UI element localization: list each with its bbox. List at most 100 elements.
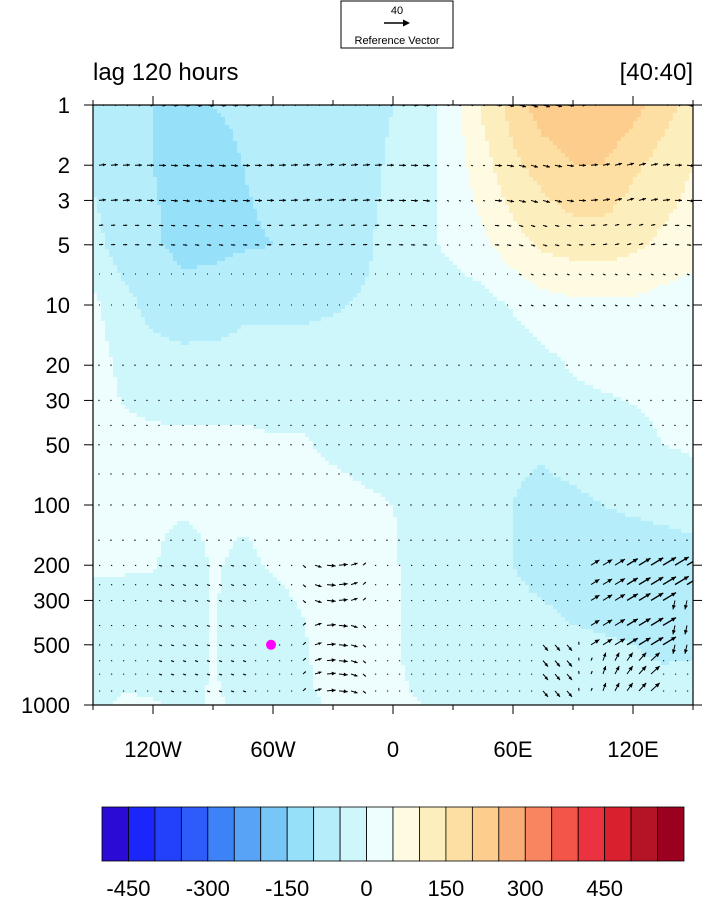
field-cell [533, 173, 538, 178]
field-cell [473, 113, 478, 118]
field-cell [365, 109, 370, 114]
field-cell [669, 121, 674, 126]
field-cell [609, 137, 614, 142]
field-cell [477, 217, 482, 222]
field-cell [149, 137, 154, 142]
field-cell [165, 153, 170, 158]
field-cell [385, 145, 390, 150]
field-cell [149, 205, 154, 210]
field-cell [309, 141, 314, 146]
field-cell [649, 117, 654, 122]
field-cell [321, 105, 326, 110]
field-cell [297, 225, 302, 230]
field-cell [413, 177, 418, 182]
field-cell [305, 169, 310, 174]
field-cell [277, 169, 282, 174]
field-cell [297, 145, 302, 150]
field-cell [345, 109, 350, 114]
field-cell [253, 137, 258, 142]
field-cell [505, 117, 510, 122]
field-cell [369, 133, 374, 138]
field-cell [293, 201, 298, 206]
field-cell [333, 141, 338, 146]
field-cell [645, 193, 650, 198]
field-cell [217, 189, 222, 194]
field-cell [125, 129, 130, 134]
field-cell [529, 173, 534, 178]
field-cell [405, 141, 410, 146]
field-cell [257, 185, 262, 190]
field-cell [637, 181, 642, 186]
field-cell [477, 109, 482, 114]
field-cell [201, 193, 206, 198]
field-cell [457, 129, 462, 134]
field-cell [525, 161, 530, 166]
field-cell [617, 225, 622, 230]
field-cell [169, 121, 174, 126]
field-cell [377, 129, 382, 134]
field-cell [425, 205, 430, 210]
field-cell [617, 217, 622, 222]
field-cell [361, 201, 366, 206]
field-cell [625, 209, 630, 214]
field-cell [229, 129, 234, 134]
field-cell [245, 141, 250, 146]
field-cell [97, 157, 102, 162]
field-cell [417, 109, 422, 114]
field-cell [197, 141, 202, 146]
field-cell [425, 169, 430, 174]
field-cell [525, 189, 530, 194]
field-cell [273, 153, 278, 158]
field-cell [261, 185, 266, 190]
field-cell [285, 137, 290, 142]
field-cell [345, 149, 350, 154]
field-cell [577, 221, 582, 226]
field-cell [241, 125, 246, 130]
field-cell [261, 213, 266, 218]
field-cell [489, 165, 494, 170]
field-cell [261, 225, 266, 230]
field-cell [229, 113, 234, 118]
field-cell [613, 105, 618, 110]
field-cell [93, 229, 98, 234]
field-cell [533, 213, 538, 218]
field-cell [145, 169, 150, 174]
field-cell [657, 229, 662, 234]
field-cell [573, 161, 578, 166]
field-cell [253, 189, 258, 194]
field-cell [409, 157, 414, 162]
field-cell [677, 141, 682, 146]
field-cell [613, 157, 618, 162]
field-cell [677, 149, 682, 154]
field-cell [505, 189, 510, 194]
field-cell [601, 121, 606, 126]
field-cell [641, 121, 646, 126]
field-cell [205, 177, 210, 182]
field-cell [277, 137, 282, 142]
field-cell [597, 157, 602, 162]
field-cell [309, 193, 314, 198]
field-cell [605, 217, 610, 222]
field-cell [265, 145, 270, 150]
field-cell [161, 137, 166, 142]
field-cell [213, 117, 218, 122]
reference-vector-label: Reference Vector [355, 35, 440, 47]
field-cell [193, 213, 198, 218]
field-cell [565, 133, 570, 138]
field-cell [441, 173, 446, 178]
field-cell [481, 185, 486, 190]
field-cell [161, 145, 166, 150]
field-cell [393, 137, 398, 142]
field-cell [465, 133, 470, 138]
field-cell [213, 237, 218, 242]
field-cell [293, 117, 298, 122]
field-cell [489, 185, 494, 190]
field-cell [125, 185, 130, 190]
field-cell [565, 145, 570, 150]
field-cell [121, 189, 126, 194]
field-cell [657, 169, 662, 174]
field-cell [273, 233, 278, 238]
field-cell [461, 221, 466, 226]
field-cell [377, 189, 382, 194]
field-cell [189, 237, 194, 242]
